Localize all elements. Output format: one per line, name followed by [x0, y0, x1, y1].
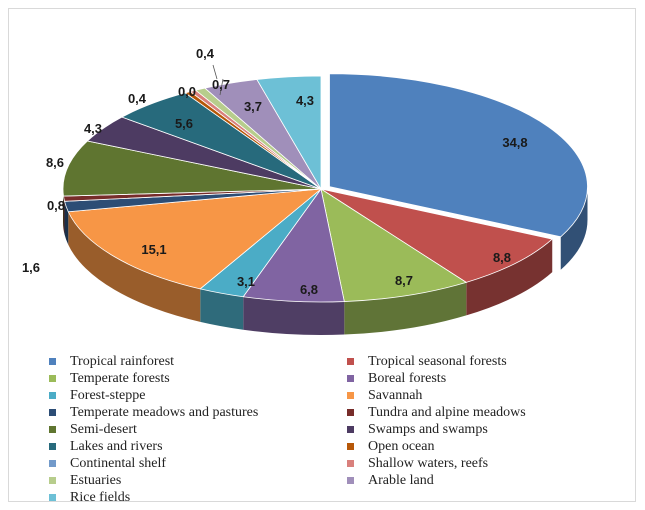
legend-swatch [49, 392, 56, 399]
legend-label: Temperate meadows and pastures [70, 404, 259, 420]
pie-top-faces [62, 73, 588, 303]
chart-frame: 34,8 8,8 8,7 6,8 3,1 15,1 1,6 0,8 8,6 4,3 5,6 0,4 0,… [8, 8, 636, 505]
legend-item: Shallow waters, reefs [347, 455, 607, 472]
legend-label: Lakes and rivers [70, 438, 163, 454]
data-label-7: 1,6 [22, 260, 40, 275]
data-label-16: 3,7 [244, 99, 262, 114]
legend-label: Continental shelf [70, 455, 167, 471]
legend-swatch [347, 426, 354, 433]
legend-swatch [347, 477, 354, 484]
legend-label: Boreal forests [368, 370, 447, 386]
legend-label: Swamps and swamps [368, 421, 488, 437]
legend-item: Temperate meadows and pastures [49, 404, 343, 421]
legend: Tropical rainforest Tropical seasonal for… [49, 353, 609, 506]
legend-swatch [347, 392, 354, 399]
legend-swatch [49, 477, 56, 484]
legend-item: Tropical seasonal forests [347, 353, 607, 370]
data-label-10: 4,3 [84, 121, 102, 136]
legend-item: Forest-steppe [49, 387, 343, 404]
data-label-6: 15,1 [141, 242, 166, 257]
legend-item: Tropical rainforest [49, 353, 343, 370]
legend-swatch [347, 460, 354, 467]
pie-slice-2 [320, 188, 554, 283]
legend-label: Shallow waters, reefs [368, 455, 489, 471]
data-label-3: 8,7 [395, 273, 413, 288]
legend-swatch [347, 443, 354, 450]
data-label-13: 0,0 [178, 84, 196, 99]
pie-side-8 [63, 196, 65, 235]
legend-swatch [347, 375, 354, 382]
pie-side-3 [344, 282, 467, 335]
legend-label: Estuaries [70, 472, 122, 488]
pie-side-5 [200, 288, 244, 330]
pie-side-walls [63, 186, 588, 335]
data-label-5: 3,1 [237, 274, 255, 289]
data-label-8: 0,8 [47, 198, 65, 213]
pie-data-labels: 34,8 8,8 8,7 6,8 3,1 15,1 1,6 0,8 8,6 4,3 5,6 0,4 0,… [22, 46, 528, 297]
pie-chart: 34,8 8,8 8,7 6,8 3,1 15,1 1,6 0,8 8,6 4,3 5,6 0,4 0,… [22, 46, 588, 335]
legend-item: Boreal forests [347, 370, 607, 387]
legend-label: Semi-desert [70, 421, 137, 437]
legend-item: Swamps and swamps [347, 421, 607, 438]
legend-item: Rice fields [49, 489, 343, 506]
legend-swatch [49, 426, 56, 433]
data-label-17: 4,3 [296, 93, 314, 108]
legend-label: Open ocean [368, 438, 435, 454]
legend-swatch [49, 375, 56, 382]
pie-side-4 [243, 296, 345, 335]
pie-side-2 [466, 239, 553, 316]
legend-label: Forest-steppe [70, 387, 146, 403]
pie-side-7 [64, 201, 69, 245]
legend-label: Tropical seasonal forests [368, 353, 507, 369]
pie-side-1 [560, 186, 588, 270]
pie-side-6 [68, 211, 201, 322]
legend-label: Temperate forests [70, 370, 170, 386]
legend-item: Tundra and alpine meadows [347, 404, 607, 421]
pie-slice-3 [320, 188, 468, 302]
pie-slice-9 [62, 140, 322, 197]
legend-label: Savannah [368, 387, 423, 403]
leader-line-15 [219, 78, 224, 96]
legend-item: Temperate forests [49, 370, 343, 387]
data-label-4: 6,8 [300, 282, 318, 297]
legend-label: Tundra and alpine meadows [368, 404, 526, 420]
data-label-2: 8,8 [493, 250, 511, 265]
leader-line-14 [212, 64, 218, 80]
legend-item: Arable land [347, 472, 607, 489]
legend-label: Tropical rainforest [70, 353, 175, 369]
data-label-14: 0,4 [196, 46, 215, 61]
legend-swatch [49, 443, 56, 450]
data-label-1: 34,8 [502, 135, 527, 150]
legend-item: Estuaries [49, 472, 343, 489]
legend-item: Lakes and rivers [49, 438, 343, 455]
legend-swatch [347, 409, 354, 416]
legend-item: Continental shelf [49, 455, 343, 472]
data-label-11: 5,6 [175, 116, 193, 131]
legend-swatch [49, 358, 56, 365]
data-label-9: 8,6 [46, 155, 64, 170]
legend-item: Open ocean [347, 438, 607, 455]
legend-label: Rice fields [70, 489, 131, 505]
pie-slice-6 [67, 188, 323, 290]
legend-item: Semi-desert [49, 421, 343, 438]
data-label-12: 0,4 [128, 91, 147, 106]
legend-item: Savannah [347, 387, 607, 404]
legend-swatch [347, 358, 354, 365]
pie-slice-1 [329, 73, 588, 238]
data-label-15: 0,7 [212, 77, 230, 92]
legend-label: Arable land [368, 472, 434, 488]
legend-swatch [49, 460, 56, 467]
legend-swatch [49, 494, 56, 501]
pie-side-9 [63, 189, 64, 230]
legend-swatch [49, 409, 56, 416]
pie-slice-17 [256, 75, 322, 191]
